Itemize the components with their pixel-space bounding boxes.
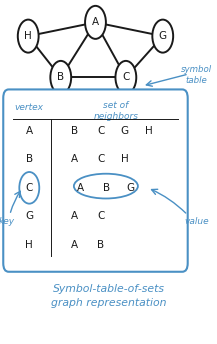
Text: B: B bbox=[71, 126, 78, 136]
Text: G: G bbox=[159, 31, 167, 41]
Text: set of
neighbors: set of neighbors bbox=[94, 101, 139, 121]
Circle shape bbox=[19, 172, 39, 204]
Text: C: C bbox=[97, 126, 105, 136]
Ellipse shape bbox=[74, 174, 138, 198]
Text: A: A bbox=[77, 183, 84, 193]
Text: A: A bbox=[92, 17, 99, 28]
Text: value: value bbox=[184, 217, 209, 226]
FancyBboxPatch shape bbox=[3, 89, 188, 272]
Text: key: key bbox=[0, 217, 15, 226]
Text: A: A bbox=[71, 240, 78, 250]
Text: C: C bbox=[97, 154, 105, 164]
Text: H: H bbox=[25, 240, 33, 250]
Text: A: A bbox=[26, 126, 33, 136]
Circle shape bbox=[18, 20, 39, 53]
Circle shape bbox=[50, 61, 71, 94]
Text: G: G bbox=[121, 126, 129, 136]
Text: symbol
table: symbol table bbox=[181, 65, 212, 85]
Text: B: B bbox=[103, 183, 110, 193]
Text: C: C bbox=[122, 72, 130, 83]
Circle shape bbox=[115, 61, 136, 94]
Text: C: C bbox=[26, 183, 33, 193]
Text: Symbol-table-of-sets
graph representation: Symbol-table-of-sets graph representatio… bbox=[51, 284, 166, 308]
Text: H: H bbox=[24, 31, 32, 41]
Text: H: H bbox=[121, 154, 129, 164]
Text: A: A bbox=[71, 154, 78, 164]
Text: G: G bbox=[25, 211, 33, 222]
Text: vertex: vertex bbox=[15, 103, 44, 112]
Text: G: G bbox=[126, 183, 134, 193]
Text: C: C bbox=[97, 211, 105, 222]
Text: A: A bbox=[71, 211, 78, 222]
Text: B: B bbox=[97, 240, 104, 250]
Circle shape bbox=[85, 6, 106, 39]
Text: H: H bbox=[145, 126, 153, 136]
Circle shape bbox=[152, 20, 173, 53]
Text: B: B bbox=[26, 154, 33, 164]
Text: B: B bbox=[57, 72, 64, 83]
